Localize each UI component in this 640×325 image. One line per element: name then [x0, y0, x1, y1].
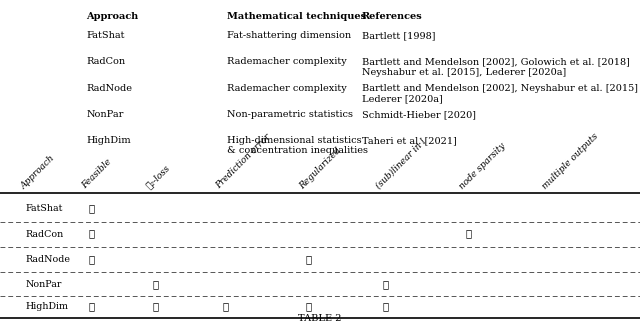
Text: ✓: ✓: [88, 230, 95, 239]
Text: ✓: ✓: [88, 255, 95, 264]
Text: Rademacher complexity: Rademacher complexity: [227, 57, 347, 66]
Text: HighDim: HighDim: [86, 136, 131, 145]
Text: FatShat: FatShat: [86, 31, 125, 40]
Text: Rademacher complexity: Rademacher complexity: [227, 84, 347, 93]
Text: ✓: ✓: [466, 230, 472, 239]
Text: Non-parametric statistics: Non-parametric statistics: [227, 111, 353, 119]
Text: ℓ₂-loss: ℓ₂-loss: [144, 163, 172, 190]
Text: Taheri et al. [2021]: Taheri et al. [2021]: [362, 136, 456, 145]
Text: TABLE 2: TABLE 2: [298, 314, 342, 323]
Text: ✓: ✓: [88, 204, 95, 214]
Text: Bartlett and Mendelson [2002], Neyshabur et al. [2015]
Lederer [2020a]: Bartlett and Mendelson [2002], Neyshabur…: [362, 84, 637, 104]
Text: ✓: ✓: [223, 302, 229, 311]
Text: Prediction error: Prediction error: [214, 132, 273, 190]
Text: Feasible: Feasible: [80, 157, 113, 190]
Text: Bartlett [1998]: Bartlett [1998]: [362, 31, 435, 40]
Text: Fat-shattering dimension: Fat-shattering dimension: [227, 31, 351, 40]
Text: NonPar: NonPar: [86, 111, 124, 119]
Text: HighDim: HighDim: [26, 302, 68, 311]
Text: RadNode: RadNode: [26, 255, 70, 264]
Text: RadCon: RadCon: [86, 57, 125, 66]
Text: NonPar: NonPar: [26, 280, 62, 289]
Text: ✓: ✓: [152, 280, 159, 289]
Text: Bartlett and Mendelson [2002], Golowich et al. [2018]
Neyshabur et al. [2015], L: Bartlett and Mendelson [2002], Golowich …: [362, 57, 630, 77]
Text: High-dimensional statistics
& concentration inequalities: High-dimensional statistics & concentrat…: [227, 136, 368, 155]
Text: node sparsity: node sparsity: [458, 141, 508, 190]
Text: Approach: Approach: [19, 153, 56, 190]
Text: Regularized: Regularized: [298, 145, 343, 190]
Text: ✓: ✓: [383, 280, 389, 289]
Text: ✓: ✓: [152, 302, 159, 311]
Text: (sub)linear in l: (sub)linear in l: [374, 137, 428, 190]
Text: RadNode: RadNode: [86, 84, 132, 93]
Text: Schmidt-Hieber [2020]: Schmidt-Hieber [2020]: [362, 111, 476, 119]
Text: ✓: ✓: [383, 302, 389, 311]
Text: References: References: [362, 12, 422, 21]
Text: ✓: ✓: [306, 255, 312, 264]
Text: FatShat: FatShat: [26, 204, 63, 214]
Text: Mathematical techniques: Mathematical techniques: [227, 12, 366, 21]
Text: RadCon: RadCon: [26, 230, 64, 239]
Text: Approach: Approach: [86, 12, 139, 21]
Text: ✓: ✓: [306, 302, 312, 311]
Text: ✓: ✓: [88, 302, 95, 311]
Text: multiple outputs: multiple outputs: [541, 131, 600, 190]
